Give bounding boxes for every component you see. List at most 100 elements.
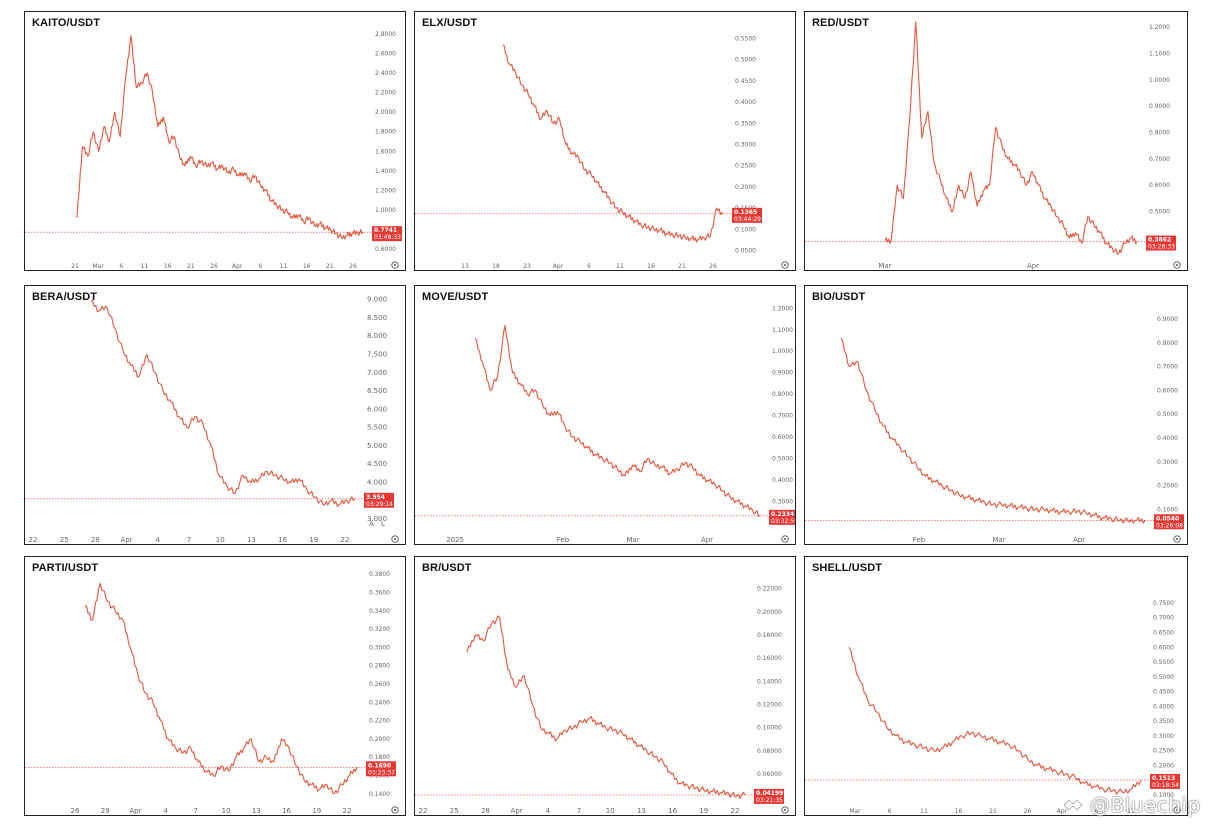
- y-tick-label: 0.3600: [369, 589, 390, 596]
- countdown-timer: 03:18:54: [1152, 782, 1179, 789]
- chart-title: MOVE/USDT: [422, 291, 489, 303]
- x-tick-label: 26: [349, 263, 357, 270]
- y-tick-label: 0.3500: [735, 120, 756, 127]
- watermark-logo-icon: [1062, 798, 1084, 812]
- last-price-tag: [1146, 235, 1176, 251]
- x-tick-label: 28: [91, 536, 100, 544]
- x-tick-label: 25: [60, 536, 69, 544]
- y-tick-label: 0.5000: [772, 456, 793, 463]
- y-tick-label: 0.5000: [1149, 209, 1170, 216]
- chart-title: BIO/USDT: [812, 291, 866, 303]
- x-tick-label: 6: [587, 263, 591, 270]
- countdown-timer: 03:23:37: [368, 769, 395, 776]
- chart-settings-icon[interactable]: [1173, 806, 1181, 814]
- chart-settings-icon[interactable]: [781, 535, 789, 543]
- y-tick-label: 0.1000: [735, 226, 756, 233]
- axis-mode-label[interactable]: A: [369, 520, 374, 528]
- chart-title: KAITO/USDT: [32, 17, 101, 29]
- y-tick-label: 1.2000: [1149, 24, 1170, 31]
- last-price-value: 0.1513: [1152, 775, 1175, 782]
- y-tick-label: 0.5000: [735, 57, 756, 64]
- chart-settings-icon[interactable]: [1173, 261, 1181, 269]
- y-tick-label: 0.1000: [1153, 792, 1174, 799]
- x-tick-label: 13: [247, 536, 256, 544]
- y-tick-label: 0.4000: [735, 99, 756, 106]
- chart-settings-icon-dot: [394, 809, 396, 811]
- x-tick-label: 26: [1024, 808, 1032, 815]
- last-price-value: 0.0540: [1156, 515, 1179, 522]
- x-tick-label: 7: [187, 536, 191, 544]
- y-tick-label: 0.2600: [369, 681, 390, 688]
- last-price-tag: [769, 509, 795, 525]
- y-tick-label: 6.500: [367, 387, 387, 395]
- chart-settings-icon[interactable]: [1173, 535, 1181, 543]
- y-tick-label: 1.6000: [375, 148, 396, 155]
- y-tick-label: 3.000: [367, 515, 387, 523]
- x-tick-label: Mar: [849, 808, 861, 815]
- y-tick-label: 0.3000: [735, 142, 756, 149]
- y-tick-label: 0.08000: [757, 748, 782, 755]
- y-tick-label: 0.9000: [1149, 103, 1170, 110]
- x-tick-label: 4: [546, 807, 551, 815]
- x-tick-label: Apr: [129, 807, 141, 815]
- y-tick-label: 0.4000: [772, 477, 793, 484]
- y-tick-label: 1.0000: [772, 348, 793, 355]
- chart-svg: 0.05000.10000.20000.30000.40000.50000.60…: [805, 316, 1184, 544]
- chart-settings-icon[interactable]: [781, 806, 789, 814]
- y-tick-label: 1.1000: [772, 327, 793, 334]
- y-tick-label: 0.2800: [369, 663, 390, 670]
- countdown-timer: 03:21:35: [756, 797, 783, 804]
- x-tick-label: 7: [194, 807, 198, 815]
- axis-mode-label[interactable]: L: [381, 520, 385, 528]
- watermark: @Bluechip: [1090, 793, 1201, 817]
- last-price-tag: [1154, 514, 1184, 530]
- y-tick-label: 0.8000: [1149, 130, 1170, 137]
- y-tick-label: 5.000: [367, 442, 387, 450]
- x-tick-label: 19: [312, 807, 321, 815]
- countdown-timer: 03:28:33: [1148, 244, 1175, 251]
- y-tick-label: 0.3200: [369, 626, 390, 633]
- y-tick-label: 1.0000: [375, 207, 396, 214]
- x-tick-label: 13: [461, 263, 469, 270]
- x-tick-label: Feb: [557, 536, 570, 544]
- x-tick-label: 11: [280, 263, 288, 270]
- chart-settings-icon-dot: [784, 264, 786, 266]
- x-tick-label: Apr: [511, 807, 523, 815]
- x-tick-label: 26: [71, 807, 80, 815]
- price-line-series: [474, 324, 761, 517]
- x-tick-label: 10: [606, 807, 615, 815]
- x-tick-label: 22: [731, 807, 740, 815]
- chart-settings-icon[interactable]: [781, 261, 789, 269]
- price-line-series: [90, 299, 356, 508]
- chart-svg: 0.60000.80001.00001.20001.40001.60001.80…: [25, 31, 402, 270]
- chart-settings-icon-dot: [784, 538, 786, 540]
- chart-panel-shell: SHELL/USDT0.10000.15000.20000.25000.3000…: [804, 556, 1188, 816]
- chart-panel-bio: BIO/USDT 0.05000.10000.20000.30000.40000.…: [804, 285, 1188, 545]
- y-tick-label: 0.22000: [757, 586, 782, 593]
- x-tick-label: 13: [252, 807, 261, 815]
- y-tick-label: 0.3800: [369, 571, 390, 578]
- y-tick-label: 0.7000: [772, 413, 793, 420]
- y-tick-label: 0.2400: [369, 699, 390, 706]
- x-tick-label: 4: [156, 536, 161, 544]
- y-tick-label: 6.000: [367, 405, 387, 413]
- y-tick-label: 0.5500: [735, 35, 756, 42]
- y-tick-label: 0.6000: [772, 434, 793, 441]
- x-tick-label: 25: [450, 807, 459, 815]
- chart-settings-icon[interactable]: [391, 806, 399, 814]
- chart-settings-icon-dot: [1176, 809, 1178, 811]
- last-price-value: 0.7741: [374, 227, 397, 234]
- y-tick-label: 0.2000: [369, 736, 390, 743]
- chart-panel-kaito: KAITO/USDT 0.60000.80001.00001.20001.4000…: [24, 11, 406, 271]
- last-price-tag: [732, 207, 762, 223]
- x-tick-label: Apr: [701, 536, 713, 544]
- chart-title: RED/USDT: [812, 17, 870, 29]
- chart-panel-parti: PARTI/USDT0.14000.16000.18000.20000.2200…: [24, 556, 406, 816]
- chart-settings-icon[interactable]: [391, 261, 399, 269]
- chart-settings-icon[interactable]: [391, 535, 399, 543]
- y-tick-label: 0.8000: [1157, 340, 1178, 347]
- y-tick-label: 0.7500: [1153, 600, 1174, 607]
- chart-settings-icon-dot: [394, 538, 396, 540]
- price-line-series: [84, 582, 358, 795]
- last-price-tag: [364, 492, 394, 508]
